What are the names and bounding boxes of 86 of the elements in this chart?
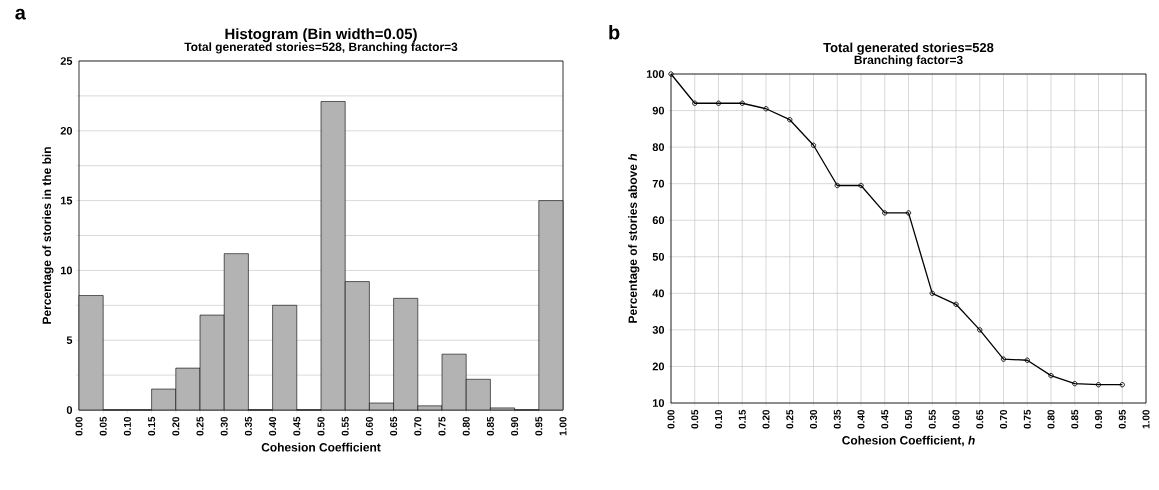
x-tick-label: 0.25 <box>196 416 204 436</box>
x-tick-label: 0.45 <box>881 409 889 429</box>
y-tick-label: 15 <box>60 196 73 205</box>
x-tick-label: 0.30 <box>220 416 228 436</box>
chart-title: Histogram (Bin width=0.05) <box>225 28 417 43</box>
text: a <box>15 8 26 20</box>
point <box>692 100 698 106</box>
x-tick-label: 0.20 <box>762 409 770 429</box>
x-tick-label: 0.75 <box>438 416 446 436</box>
y-tick-label: 70 <box>652 179 665 188</box>
chart-subtitle: Total generated stories=528, Branching factor=3 <box>184 42 458 54</box>
y-tick-label: 10 <box>60 266 73 275</box>
x-tick-label: 0.70 <box>999 409 1008 429</box>
chart-subtitle: Branching factor=3 <box>854 55 963 67</box>
point <box>1024 357 1030 363</box>
point <box>1048 372 1054 379</box>
x-tick-label: 0.60 <box>365 416 373 436</box>
point <box>763 106 769 112</box>
x-tick-label: 0.85 <box>1071 409 1079 429</box>
x-tick-label: 0.40 <box>857 409 865 429</box>
x-tick-label: 0.90 <box>1094 409 1103 429</box>
y-tick-label: 0 <box>66 406 73 414</box>
x-tick-label: 0.95 <box>535 416 543 436</box>
point <box>1095 382 1102 388</box>
x-tick-label: 0.80 <box>462 416 470 436</box>
point <box>715 100 722 106</box>
x-tick-label: 0.55 <box>928 409 936 429</box>
y-tick-label: 25 <box>60 57 73 65</box>
x-tick-label: 0.05 <box>99 416 107 436</box>
x-tick-label: 0.40 <box>269 416 277 436</box>
y-axis-title: Percentage of stories above h <box>628 153 640 323</box>
x-tick-label: 0.45 <box>293 416 301 436</box>
point <box>810 142 817 148</box>
y-tick-label: 60 <box>652 216 665 225</box>
x-axis-title: Cohesion Coefficient, h <box>842 435 975 447</box>
x-tick-label: 0.50 <box>317 416 325 436</box>
y-tick-label: 50 <box>652 252 665 261</box>
x-tick-label: 0.80 <box>1047 409 1055 429</box>
x-tick-label: 0.05 <box>691 409 699 429</box>
point <box>977 327 983 333</box>
y-tick-label: 20 <box>652 362 665 371</box>
point <box>1000 356 1007 362</box>
point <box>905 210 912 216</box>
x-tick-label: 0.00 <box>75 416 83 436</box>
x-tick-label: 0.30 <box>809 409 818 429</box>
x-tick-label: 0.15 <box>738 409 746 429</box>
y-tick-label: 40 <box>652 289 665 298</box>
x-axis-title: Cohesion Coefficient <box>261 442 381 452</box>
text: b <box>609 24 620 40</box>
x-tick-label: 0.95 <box>1118 409 1126 429</box>
x-tick-label: 0.55 <box>341 416 349 436</box>
x-tick-label: 0.65 <box>976 409 984 429</box>
x-tick-label: 0.20 <box>172 416 180 436</box>
point <box>834 182 840 189</box>
x-tick-label: 0.35 <box>833 409 841 429</box>
y-axis-title: Percentage of stories in the bin <box>42 147 54 324</box>
x-tick-label: 1.00 <box>1142 409 1150 429</box>
x-tick-label: 0.90 <box>511 416 519 436</box>
x-tick-label: 0.85 <box>486 416 494 436</box>
y-tick-label: 100 <box>646 70 665 78</box>
x-tick-label: 0.60 <box>952 409 960 429</box>
x-tick-label: 0.10 <box>714 409 723 429</box>
point <box>953 301 959 307</box>
x-tick-label: 0.65 <box>390 416 398 436</box>
x-tick-label: 0.50 <box>904 409 913 429</box>
x-tick-label: 0.10 <box>123 416 131 436</box>
x-tick-label: 0.00 <box>667 409 675 429</box>
point <box>858 182 864 189</box>
point <box>739 100 745 106</box>
y-tick-label: 90 <box>652 106 665 115</box>
y-tick-label: 80 <box>652 143 665 151</box>
x-tick-label: 0.35 <box>244 416 252 436</box>
point <box>929 290 935 296</box>
point <box>1072 380 1078 387</box>
chart-title: Total generated stories=528 <box>823 42 994 55</box>
x-tick-label: 0.15 <box>148 416 156 436</box>
y-tick-label: 10 <box>653 399 665 407</box>
point <box>787 117 793 123</box>
x-tick-label: 0.25 <box>786 409 794 429</box>
point <box>882 210 888 216</box>
y-tick-label: 5 <box>66 336 73 345</box>
y-tick-label: 20 <box>60 126 73 135</box>
y-tick-label: 30 <box>652 326 665 334</box>
x-tick-label: 1.00 <box>559 416 567 436</box>
x-tick-label: 0.70 <box>414 416 422 436</box>
x-tick-label: 0.75 <box>1023 409 1031 429</box>
